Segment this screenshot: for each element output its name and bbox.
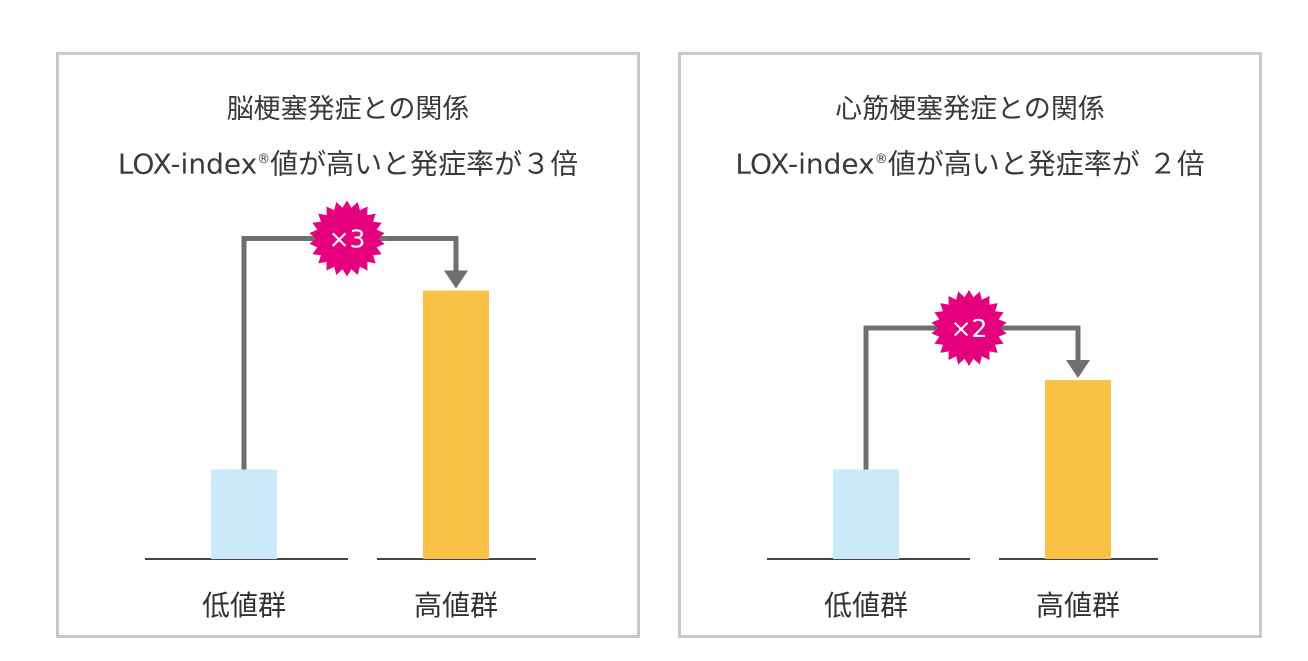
- category-label: 低値群: [824, 589, 908, 622]
- registered-mark: ®: [257, 152, 271, 167]
- category-label: 高値群: [1036, 589, 1120, 622]
- multiplier-badge-icon: [931, 290, 1007, 366]
- arrow-head-icon: [444, 270, 468, 289]
- chart-panel-stroke: 脳梗塞発症との関係 LOX-index®値が高いと発症率が３倍 低値群 高値群 ×3: [56, 52, 640, 638]
- bar-chart-svg: 低値群 高値群 ×3: [145, 200, 536, 622]
- multiplier-badge-icon: [309, 200, 385, 277]
- subtitle-rest: 値が高いと発症率が３倍: [270, 147, 579, 181]
- subtitle-lox: LOX-index: [735, 147, 875, 181]
- category-label: 低値群: [202, 589, 286, 622]
- bar-chart-svg: 低値群 高値群 ×2: [767, 290, 1158, 622]
- multiplier-label: ×2: [951, 314, 988, 343]
- multiplier-label: ×3: [329, 225, 366, 254]
- subtitle-lox: LOX-index: [117, 147, 258, 181]
- bar-low: [833, 469, 899, 559]
- bar-high: [1045, 380, 1111, 559]
- registered-mark: ®: [874, 152, 888, 167]
- chart-subtitle: LOX-index®値が高いと発症率が３倍: [59, 143, 637, 181]
- bar-high: [423, 290, 489, 559]
- chart-title: 心筋梗塞発症との関係: [835, 94, 1105, 125]
- chart-subtitle: LOX-index®値が高いと発症率が ２倍: [681, 143, 1259, 181]
- subtitle-rest: 値が高いと発症率が ２倍: [887, 147, 1205, 181]
- bar-low: [211, 469, 277, 559]
- chart-title: 脳梗塞発症との関係: [226, 94, 470, 125]
- chart-panel-mi: 心筋梗塞発症との関係 LOX-index®値が高いと発症率が ２倍 低値群 高値群…: [678, 52, 1262, 638]
- category-label: 高値群: [414, 589, 498, 622]
- arrow-head-icon: [1066, 360, 1090, 378]
